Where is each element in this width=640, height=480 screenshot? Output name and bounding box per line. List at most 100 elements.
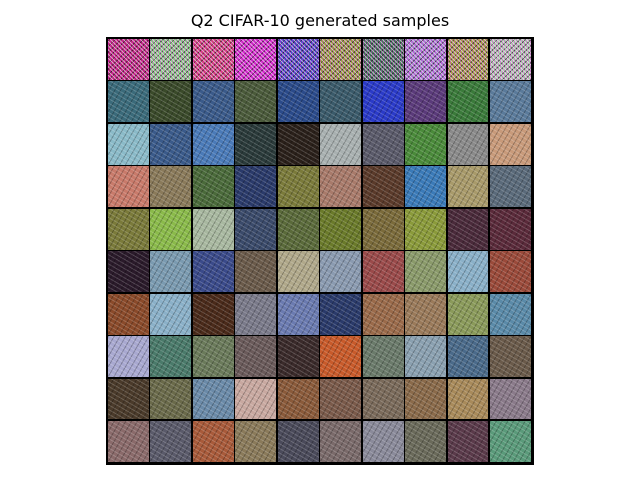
sample-grid-frame bbox=[106, 37, 534, 465]
sample-image bbox=[192, 293, 234, 335]
sample-image bbox=[447, 123, 489, 165]
sample-image bbox=[490, 123, 531, 165]
sample-image bbox=[192, 336, 234, 377]
sample-image bbox=[192, 208, 234, 250]
sample-image bbox=[362, 421, 404, 462]
sample-image bbox=[150, 251, 192, 293]
sample-grid bbox=[108, 39, 532, 463]
sample-image bbox=[192, 378, 234, 420]
sample-image bbox=[490, 336, 531, 377]
sample-image bbox=[235, 421, 277, 462]
sample-image bbox=[362, 39, 404, 80]
sample-image bbox=[320, 336, 362, 377]
sample-image bbox=[362, 81, 404, 123]
sample-image bbox=[405, 421, 446, 462]
sample-image bbox=[277, 208, 319, 250]
sample-image bbox=[405, 251, 446, 293]
sample-image bbox=[490, 421, 531, 462]
sample-image bbox=[405, 208, 446, 250]
sample-image bbox=[405, 81, 446, 123]
sample-image bbox=[150, 421, 192, 462]
sample-image bbox=[150, 336, 192, 377]
sample-image bbox=[192, 81, 234, 123]
sample-image bbox=[235, 336, 277, 377]
sample-image bbox=[405, 336, 446, 377]
sample-image bbox=[490, 39, 531, 80]
sample-image bbox=[277, 293, 319, 335]
sample-image bbox=[277, 166, 319, 208]
sample-image bbox=[490, 293, 531, 335]
sample-image bbox=[150, 293, 192, 335]
sample-image bbox=[108, 123, 149, 165]
sample-image bbox=[235, 293, 277, 335]
sample-image bbox=[320, 123, 362, 165]
sample-image bbox=[447, 293, 489, 335]
sample-image bbox=[320, 208, 362, 250]
sample-image bbox=[447, 421, 489, 462]
sample-image bbox=[150, 123, 192, 165]
sample-image bbox=[235, 166, 277, 208]
sample-image bbox=[235, 378, 277, 420]
sample-image bbox=[108, 81, 149, 123]
sample-image bbox=[447, 39, 489, 80]
sample-image bbox=[362, 208, 404, 250]
sample-image bbox=[447, 378, 489, 420]
sample-image bbox=[405, 123, 446, 165]
sample-image bbox=[235, 208, 277, 250]
sample-image bbox=[150, 208, 192, 250]
sample-image bbox=[192, 123, 234, 165]
sample-image bbox=[192, 166, 234, 208]
sample-image bbox=[235, 251, 277, 293]
sample-image bbox=[320, 39, 362, 80]
sample-image bbox=[405, 293, 446, 335]
sample-image bbox=[277, 251, 319, 293]
sample-image bbox=[320, 81, 362, 123]
sample-image bbox=[108, 39, 149, 80]
sample-image bbox=[108, 421, 149, 462]
sample-image bbox=[405, 166, 446, 208]
sample-image bbox=[277, 421, 319, 462]
sample-image bbox=[150, 81, 192, 123]
sample-image bbox=[362, 123, 404, 165]
sample-image bbox=[362, 336, 404, 377]
sample-image bbox=[447, 336, 489, 377]
sample-image bbox=[490, 208, 531, 250]
sample-image bbox=[277, 81, 319, 123]
sample-image bbox=[320, 251, 362, 293]
sample-image bbox=[108, 166, 149, 208]
sample-image bbox=[235, 123, 277, 165]
sample-image bbox=[235, 81, 277, 123]
sample-image bbox=[108, 293, 149, 335]
sample-image bbox=[362, 251, 404, 293]
figure-title: Q2 CIFAR-10 generated samples bbox=[190, 11, 450, 30]
sample-image bbox=[192, 421, 234, 462]
sample-image bbox=[447, 208, 489, 250]
sample-image bbox=[362, 378, 404, 420]
sample-image bbox=[447, 251, 489, 293]
sample-image bbox=[447, 81, 489, 123]
sample-image bbox=[235, 39, 277, 80]
sample-image bbox=[150, 378, 192, 420]
sample-image bbox=[277, 378, 319, 420]
sample-image bbox=[362, 166, 404, 208]
sample-image bbox=[277, 39, 319, 80]
sample-image bbox=[320, 421, 362, 462]
sample-image bbox=[108, 251, 149, 293]
sample-image bbox=[490, 166, 531, 208]
sample-image bbox=[150, 39, 192, 80]
sample-image bbox=[192, 39, 234, 80]
sample-image bbox=[362, 293, 404, 335]
sample-image bbox=[108, 208, 149, 250]
sample-image bbox=[320, 378, 362, 420]
sample-image bbox=[108, 378, 149, 420]
sample-image bbox=[405, 39, 446, 80]
sample-image bbox=[192, 251, 234, 293]
sample-image bbox=[108, 336, 149, 377]
sample-image bbox=[277, 123, 319, 165]
sample-image bbox=[447, 166, 489, 208]
sample-image bbox=[320, 293, 362, 335]
sample-image bbox=[490, 378, 531, 420]
sample-image bbox=[490, 81, 531, 123]
sample-image bbox=[277, 336, 319, 377]
sample-image bbox=[490, 251, 531, 293]
